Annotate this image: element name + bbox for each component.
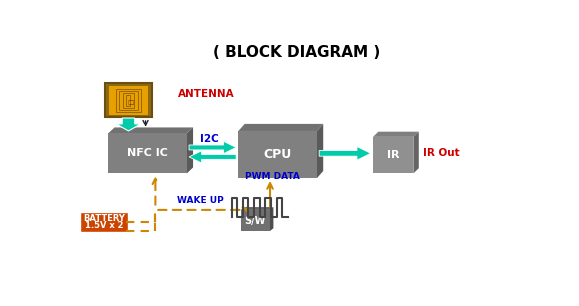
FancyBboxPatch shape: [109, 86, 148, 115]
Polygon shape: [317, 124, 323, 178]
Text: WAKE UP: WAKE UP: [177, 196, 223, 205]
Polygon shape: [108, 127, 193, 133]
Text: IR: IR: [387, 150, 400, 160]
FancyBboxPatch shape: [105, 83, 152, 118]
FancyBboxPatch shape: [108, 133, 187, 174]
Text: ( BLOCK DIAGRAM ): ( BLOCK DIAGRAM ): [213, 45, 380, 60]
Text: ANTENNA: ANTENNA: [178, 89, 234, 99]
FancyBboxPatch shape: [80, 211, 127, 232]
Text: CPU: CPU: [263, 148, 292, 161]
Polygon shape: [189, 141, 236, 154]
Polygon shape: [239, 124, 323, 131]
Polygon shape: [373, 132, 419, 137]
FancyBboxPatch shape: [241, 210, 270, 231]
Polygon shape: [413, 132, 419, 174]
Text: PWM DATA: PWM DATA: [245, 172, 300, 181]
Text: S/W: S/W: [244, 215, 266, 226]
Polygon shape: [319, 147, 371, 160]
Text: BATTERY: BATTERY: [83, 215, 124, 223]
Polygon shape: [241, 207, 273, 210]
Text: ☐: ☐: [127, 100, 134, 106]
FancyBboxPatch shape: [373, 137, 413, 174]
Text: NFC IC: NFC IC: [127, 148, 168, 158]
Text: IR Out: IR Out: [423, 148, 460, 158]
Polygon shape: [270, 207, 273, 231]
Polygon shape: [116, 118, 141, 131]
Polygon shape: [187, 127, 193, 174]
Text: 1.5V x 2: 1.5V x 2: [85, 221, 123, 230]
FancyBboxPatch shape: [239, 131, 317, 178]
Text: I2C: I2C: [200, 134, 219, 144]
Polygon shape: [189, 151, 236, 163]
